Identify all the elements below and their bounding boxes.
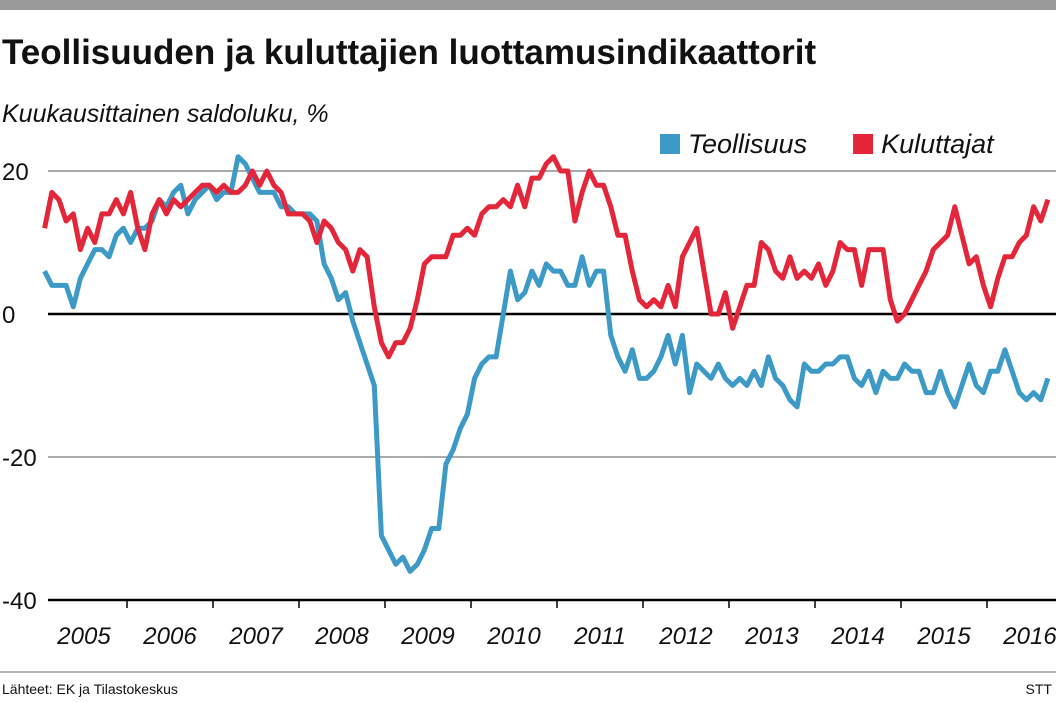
x-tick-label: 2016	[1002, 623, 1056, 650]
series-line	[42, 154, 1051, 360]
x-tick-label: 2006	[142, 623, 197, 650]
y-tick-label: -40	[2, 588, 37, 615]
chart-title: Teollisuuden ja kuluttajien luottamusind…	[2, 33, 816, 72]
x-tick-label: 2005	[56, 623, 111, 650]
source: Lähteet: EK ja Tilastokeskus	[2, 681, 178, 697]
credit: STT	[1026, 681, 1053, 697]
x-tick-label: 2012	[658, 623, 712, 650]
legend-label: Teollisuus	[688, 129, 807, 159]
legend-swatch	[853, 134, 874, 154]
x-tick-label: 2015	[916, 623, 971, 650]
y-tick-label: 0	[2, 302, 15, 329]
x-tick-label: 2009	[400, 623, 454, 650]
top-bar	[0, 0, 1056, 10]
x-tick-label: 2010	[486, 623, 541, 650]
legend-swatch	[660, 134, 680, 154]
x-tick-label: 2011	[573, 623, 626, 650]
series-line	[42, 154, 1051, 574]
x-tick-label: 2014	[830, 623, 884, 650]
x-tick-label: 2013	[744, 623, 799, 650]
legend-label: Kuluttajat	[881, 129, 995, 159]
x-tick-label: 2007	[228, 623, 284, 650]
x-tick-label: 2008	[314, 623, 369, 650]
chart-subtitle: Kuukausittainen saldoluku, %	[2, 100, 329, 128]
y-tick-label: -20	[2, 445, 37, 472]
y-tick-label: 20	[2, 159, 29, 186]
